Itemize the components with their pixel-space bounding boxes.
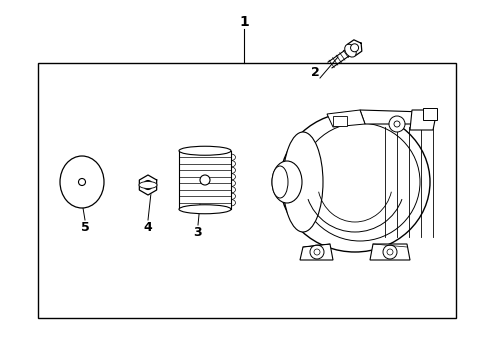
Text: 4: 4 [143, 220, 152, 234]
Bar [422, 108, 436, 120]
Ellipse shape [344, 44, 355, 57]
Ellipse shape [60, 156, 104, 208]
Ellipse shape [283, 132, 323, 232]
Circle shape [382, 245, 396, 259]
Polygon shape [346, 40, 361, 56]
Ellipse shape [271, 161, 302, 203]
Polygon shape [359, 110, 424, 124]
Polygon shape [326, 110, 364, 127]
Ellipse shape [280, 112, 429, 252]
Polygon shape [139, 175, 156, 195]
Text: 5: 5 [81, 220, 89, 234]
Polygon shape [299, 244, 332, 260]
Circle shape [350, 44, 358, 52]
Circle shape [393, 121, 399, 127]
Circle shape [388, 116, 404, 132]
Bar [332, 116, 346, 126]
Ellipse shape [299, 123, 419, 241]
Polygon shape [409, 110, 436, 130]
Circle shape [309, 245, 324, 259]
Circle shape [386, 249, 392, 255]
Text: 1: 1 [239, 15, 248, 29]
Ellipse shape [179, 205, 230, 214]
Circle shape [200, 175, 209, 185]
Text: 3: 3 [193, 225, 202, 239]
Circle shape [313, 249, 319, 255]
Ellipse shape [271, 166, 287, 198]
Bar [38, 63, 455, 318]
Polygon shape [369, 244, 409, 260]
Circle shape [79, 179, 85, 185]
Ellipse shape [179, 146, 230, 155]
Circle shape [143, 180, 152, 189]
Ellipse shape [139, 181, 157, 189]
Text: 2: 2 [310, 66, 319, 78]
